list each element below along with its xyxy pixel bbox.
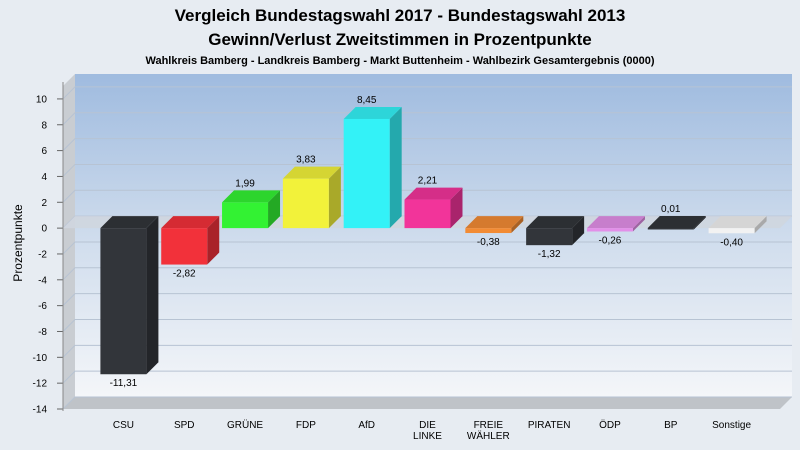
chart-title: Vergleich Bundestagswahl 2017 - Bundesta… [175,6,626,25]
data-label: -0,38 [477,237,500,248]
data-label: -0,26 [599,235,622,246]
bar-top [161,216,220,229]
data-label: -2,82 [173,269,196,280]
bar [222,202,269,229]
gridline [62,112,792,126]
x-tick-label: AfD [358,420,375,431]
gridline [62,189,792,203]
bar [100,228,147,375]
bar [526,228,573,246]
bar-side [693,215,706,230]
x-tick-label: BP [664,420,678,431]
x-tick-label: PIRATEN [528,420,571,431]
bar [708,228,755,234]
gridline [62,138,792,151]
bar [465,228,512,234]
bar-side [146,216,159,375]
data-label: -11,31 [110,378,138,389]
gridline [62,267,792,281]
data-label: 8,45 [357,95,377,106]
y-tick-label: -2 [38,249,47,260]
gridline [62,318,792,332]
y-tick-label: -4 [38,275,47,286]
bar-top [282,166,341,179]
y-axis-label: Prozentpunkte [11,204,25,282]
data-label: -1,32 [538,249,561,260]
x-tick-label: FREIE [474,420,504,431]
bar-side [268,190,281,229]
x-tick-label: ÖDP [599,419,621,431]
x-tick-label: Sonstige [712,420,751,431]
bar [404,199,451,229]
bar [282,178,329,229]
y-tick-label: -14 [33,405,48,416]
x-tick-label: DIE [419,420,436,431]
bar-top [465,216,524,229]
bar-top [586,216,645,229]
y-tick-label: 4 [41,172,47,183]
bar-side [632,216,645,232]
y-tick-label: 6 [41,146,47,157]
plot-floor [63,397,792,409]
bar-side [754,216,767,234]
x-tick-label: WÄHLER [467,430,510,442]
bar-top [343,106,402,119]
y-tick-label: 8 [41,120,47,131]
y-tick-label: -8 [38,327,47,338]
gridline [62,86,792,100]
y-tick-label: -12 [33,379,48,390]
bar [647,227,694,230]
y-tick-label: 2 [41,198,47,209]
x-tick-label: SPD [174,420,195,431]
bar-side [328,166,341,229]
bar-top [526,216,585,229]
bar [586,228,633,232]
x-tick-label: GRÜNE [227,419,263,431]
bar-top [404,187,463,200]
bar-top [222,190,281,203]
plot-area: 10 8 6 4 2 0 -2 -4 -6 -8 -10 -12 -14 -11,31 CSU -2,82 SP… [33,74,792,442]
data-label: -0,40 [720,237,743,248]
gridline [62,370,792,384]
bar [343,118,390,229]
data-label: 3,83 [296,155,316,166]
data-label: 2,21 [418,176,438,187]
bar-top [100,216,159,229]
bar-side [572,216,585,246]
x-tick-label: FDP [296,420,316,431]
y-tick-label: 0 [41,224,47,235]
x-tick-label: CSU [113,420,134,431]
y-tick-label: -6 [38,301,47,312]
plot-left-wall [63,74,75,409]
gridline [62,163,792,177]
data-label: 1,99 [235,178,255,189]
chart-subsubtitle: Wahlkreis Bamberg - Landkreis Bamberg - … [146,55,655,67]
bar-side [450,187,463,229]
bar [161,228,208,265]
x-tick-label: LINKE [413,431,442,442]
y-tick-label: 10 [36,94,48,105]
bar-side [207,216,220,265]
data-label: 0,01 [661,204,681,215]
chart-subtitle: Gewinn/Verlust Zweitstimmen in Prozentpu… [208,30,592,49]
bar-side [511,216,524,234]
y-tick-label: -10 [33,353,48,364]
bar-side [389,106,402,229]
gridline [62,344,792,358]
bar-top [647,215,706,228]
gridline [62,396,792,410]
bar-top [708,216,767,229]
gridline [62,293,792,306]
